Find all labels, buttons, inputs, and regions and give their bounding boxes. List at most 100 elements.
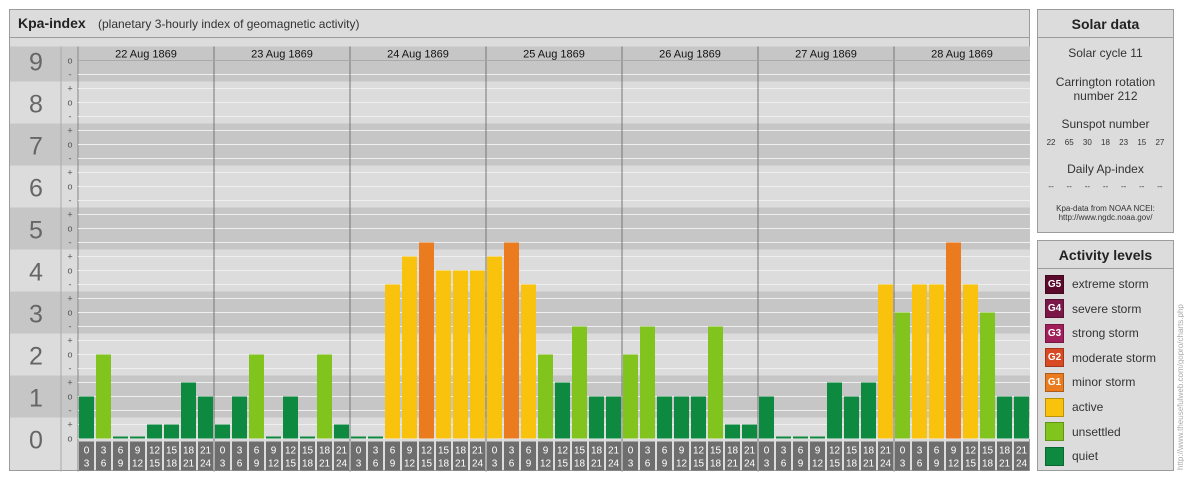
interval-start-label: 21 <box>744 446 756 457</box>
y-tick-label: 4 <box>29 259 43 287</box>
interval-box <box>266 441 281 471</box>
kpa-bar <box>657 396 672 439</box>
interval-box <box>334 441 349 471</box>
y-minor-tick: o <box>67 434 72 444</box>
interval-start-label: 21 <box>336 446 348 457</box>
interval-start-label: 0 <box>84 446 90 457</box>
kpa-bar <box>283 396 298 439</box>
carrington-rotation-line1: Carrington rotation <box>1055 75 1156 89</box>
interval-end-label: 18 <box>710 459 722 470</box>
kpa-bar <box>96 354 111 439</box>
interval-box <box>929 441 944 471</box>
interval-start-label: 6 <box>662 446 668 457</box>
interval-end-label: 6 <box>237 459 243 470</box>
activity-level-severe-storm: G4 severe storm <box>1045 299 1141 319</box>
kpa-bar <box>810 436 825 439</box>
kpa-bar <box>249 354 264 439</box>
solar-data-panel: Solar data Solar cycle 11 Carrington rot… <box>1037 9 1174 233</box>
kpa-bar <box>623 354 638 439</box>
interval-box <box>810 441 825 471</box>
interval-start-label: 9 <box>543 446 549 457</box>
interval-start-label: 12 <box>965 446 977 457</box>
kpa-bar <box>317 354 332 439</box>
kpa-bar <box>555 382 570 439</box>
interval-box <box>419 441 434 471</box>
interval-box <box>96 441 111 471</box>
interval-start-label: 15 <box>710 446 722 457</box>
kpa-bar <box>300 436 315 439</box>
interval-start-label: 18 <box>591 446 603 457</box>
interval-end-label: 9 <box>390 459 396 470</box>
interval-end-label: 9 <box>662 459 668 470</box>
interval-end-label: 3 <box>356 459 362 470</box>
interval-box <box>215 441 230 471</box>
interval-end-label: 12 <box>948 459 960 470</box>
interval-start-label: 0 <box>492 446 498 457</box>
interval-start-label: 3 <box>509 446 515 457</box>
interval-end-label: 21 <box>999 459 1011 470</box>
ap-index-value: -- <box>1120 182 1127 191</box>
sunspot-values: 22 65 30 18 23 15 27 <box>1038 138 1173 148</box>
interval-box <box>1014 441 1029 471</box>
interval-end-label: 18 <box>574 459 586 470</box>
y-tick-label: 2 <box>29 343 43 371</box>
kpa-bar <box>997 396 1012 439</box>
interval-box <box>725 441 740 471</box>
interval-end-label: 24 <box>200 459 212 470</box>
interval-start-label: 6 <box>254 446 260 457</box>
kpa-bar <box>521 284 536 439</box>
interval-start-label: 9 <box>135 446 141 457</box>
interval-start-label: 0 <box>628 446 634 457</box>
interval-box <box>776 441 791 471</box>
interval-end-label: 12 <box>132 459 144 470</box>
interval-box <box>878 441 893 471</box>
y-minor-tick: - <box>69 70 72 80</box>
interval-box <box>198 441 213 471</box>
interval-box <box>980 441 995 471</box>
data-source-link[interactable]: http://www.ngdc.noaa.gov/ <box>1058 213 1153 222</box>
interval-start-label: 18 <box>863 446 875 457</box>
activity-level-active: active <box>1045 397 1103 417</box>
kpa-bar <box>198 396 213 439</box>
interval-box <box>640 441 655 471</box>
activity-level-quiet: quiet <box>1045 446 1098 466</box>
activity-level-moderate-storm: G2 moderate storm <box>1045 348 1156 368</box>
interval-box <box>538 441 553 471</box>
interval-start-label: 0 <box>220 446 226 457</box>
interval-end-label: 9 <box>254 459 260 470</box>
kpa-bar <box>572 326 587 439</box>
interval-box <box>946 441 961 471</box>
day-label: 23 Aug 1869 <box>251 49 313 61</box>
interval-box <box>827 441 842 471</box>
interval-start-label: 15 <box>302 446 314 457</box>
chart-title-bar: Kpa-index (planetary 3-hourly index of g… <box>10 10 1029 38</box>
interval-start-label: 12 <box>285 446 297 457</box>
kpa-bar <box>827 382 842 439</box>
activity-level-extreme-storm: G5 extreme storm <box>1045 274 1149 294</box>
interval-start-label: 21 <box>1016 446 1028 457</box>
interval-start-label: 6 <box>118 446 124 457</box>
kpa-bar <box>725 424 740 439</box>
interval-box <box>844 441 859 471</box>
activity-level-swatch: G1 <box>1045 372 1064 392</box>
y-tick-label: 7 <box>29 133 43 161</box>
interval-box <box>674 441 689 471</box>
kpa-bar <box>980 312 995 439</box>
interval-start-label: 0 <box>764 446 770 457</box>
interval-box <box>895 441 910 471</box>
activity-levels-title: Activity levels <box>1058 247 1153 263</box>
y-minor-tick: - <box>69 406 72 416</box>
activity-level-swatch <box>1045 397 1064 417</box>
kpa-bar <box>113 436 128 439</box>
interval-start-label: 18 <box>999 446 1011 457</box>
interval-box <box>283 441 298 471</box>
y-minor-tick: o <box>67 350 72 360</box>
interval-end-label: 12 <box>540 459 552 470</box>
kpa-bar <box>385 284 400 439</box>
interval-box <box>521 441 536 471</box>
interval-box <box>164 441 179 471</box>
kpa-chart-panel: Kpa-index (planetary 3-hourly index of g… <box>9 9 1030 472</box>
activity-level-label: unsettled <box>1072 424 1121 439</box>
watermark-url: http://www.theusefulweb.com/gopro/charts… <box>1176 304 1184 470</box>
